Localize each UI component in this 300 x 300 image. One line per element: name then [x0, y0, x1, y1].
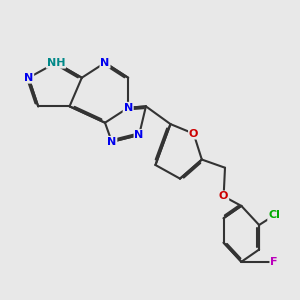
Text: NH: NH — [47, 58, 65, 68]
Text: N: N — [24, 73, 33, 83]
Text: N: N — [107, 137, 116, 147]
Text: O: O — [189, 129, 198, 139]
Text: O: O — [219, 191, 228, 201]
Text: N: N — [134, 130, 144, 140]
Text: F: F — [270, 257, 278, 267]
Text: N: N — [100, 58, 109, 68]
Text: Cl: Cl — [268, 211, 280, 220]
Text: N: N — [124, 103, 133, 113]
